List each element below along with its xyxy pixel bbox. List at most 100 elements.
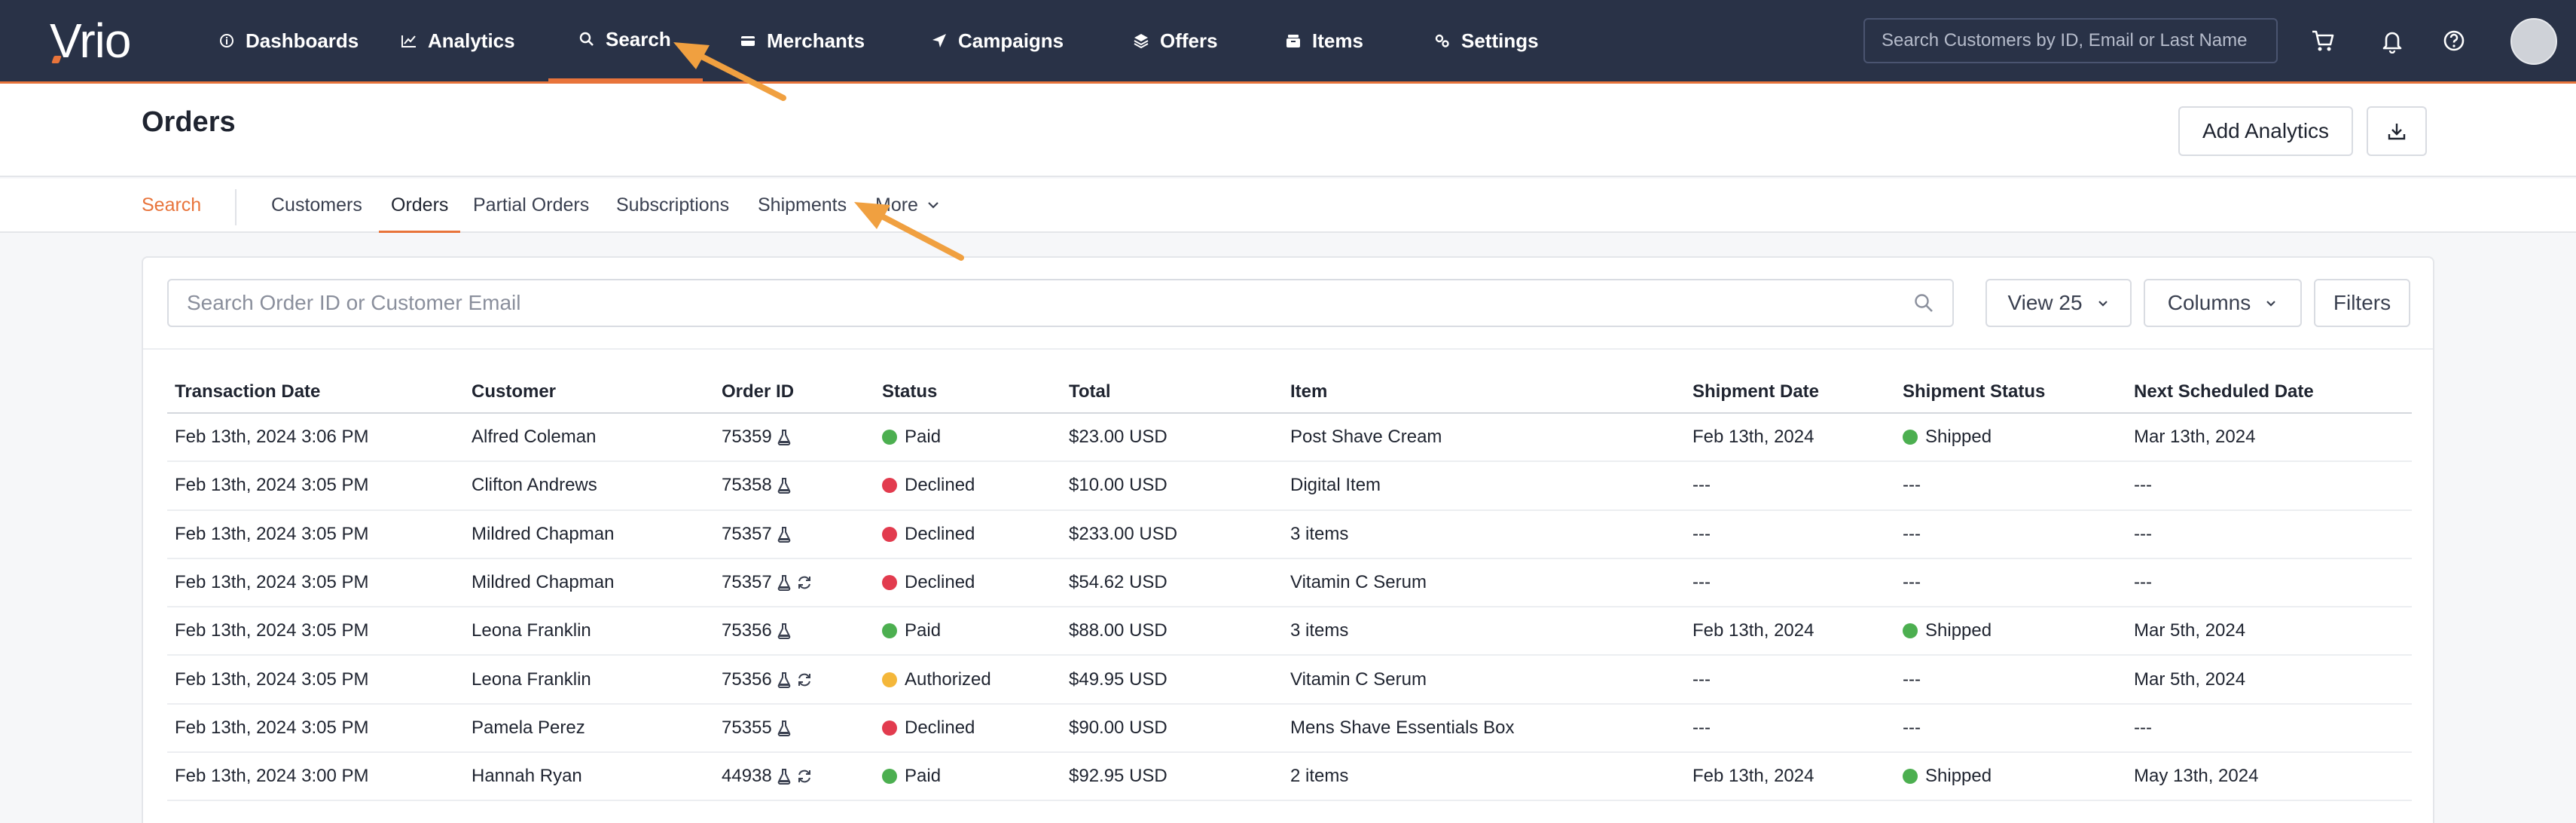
orders-table: Transaction Date Customer Order ID Statu… [167, 371, 2412, 802]
table-row[interactable]: Feb 13th, 2024 3:00 PM Hannah Ryan 44938 Pa… [167, 752, 2412, 802]
table-row[interactable]: Feb 13th, 2024 3:05 PM Pamela Perez 75355 D… [167, 703, 2412, 754]
order-search-input[interactable] [167, 279, 1897, 327]
nav-item-analytics[interactable]: Analytics [401, 0, 515, 81]
table-row[interactable]: Feb 13th, 2024 3:06 PM Alfred Coleman 7535… [167, 413, 2412, 463]
help-icon [2443, 30, 2465, 51]
user-avatar[interactable] [2510, 18, 2557, 65]
shipment-status-dot [1903, 623, 1918, 639]
order-id-cell[interactable]: 75356 [714, 655, 874, 705]
shipment-status-label: --- [1903, 523, 1921, 544]
order-id-cell[interactable]: 75358 [714, 461, 874, 511]
order-id-cell[interactable]: 75357 [714, 509, 874, 559]
table-header-row: Transaction Date Customer Order ID Statu… [167, 371, 2412, 414]
transaction-date-cell: Feb 13th, 2024 3:05 PM [167, 461, 464, 511]
table-row[interactable]: Feb 13th, 2024 3:05 PM Leona Franklin 7535… [167, 655, 2412, 705]
page-header: Orders Add Analytics [0, 84, 2576, 177]
column-header[interactable]: Item [1283, 371, 1685, 414]
nav-item-label: Analytics [428, 29, 515, 52]
order-id[interactable]: 75357 [722, 572, 772, 593]
subtab-customers[interactable]: Customers [271, 194, 362, 216]
nav-item-merchants[interactable]: Merchants [740, 0, 865, 81]
order-id[interactable]: 75356 [722, 668, 772, 690]
nav-item-search[interactable]: Search [548, 0, 703, 81]
column-header[interactable]: Transaction Date [167, 371, 464, 414]
order-search-button[interactable] [1895, 279, 1954, 327]
next-scheduled-date-cell: --- [2126, 558, 2412, 608]
table-row[interactable]: Feb 13th, 2024 3:05 PM Mildred Chapman 753… [167, 509, 2412, 559]
customer-cell[interactable]: Hannah Ryan [464, 752, 714, 802]
subtab-search[interactable]: Search [142, 194, 202, 216]
order-id[interactable]: 75358 [722, 475, 772, 496]
total-cell: $88.00 USD [1061, 607, 1283, 656]
customer-cell[interactable]: Mildred Chapman [464, 509, 714, 559]
status-cell: Paid [874, 413, 1061, 463]
order-id-cell[interactable]: 75357 [714, 558, 874, 608]
customer-search-input[interactable] [1863, 18, 2278, 63]
notifications-button[interactable] [2374, 23, 2410, 59]
subtab-more[interactable]: More [875, 179, 941, 231]
column-header[interactable]: Shipment Date [1685, 371, 1895, 414]
nav-item-items[interactable]: Items [1285, 0, 1363, 81]
order-id-cell[interactable]: 75356 [714, 607, 874, 656]
filters-button[interactable]: Filters [2314, 279, 2410, 327]
order-id[interactable]: 75357 [722, 523, 772, 544]
column-header[interactable]: Shipment Status [1895, 371, 2126, 414]
shipment-status-dot [1903, 769, 1918, 785]
customer-cell[interactable]: Mildred Chapman [464, 558, 714, 608]
flask-icon [777, 430, 790, 446]
filters-label: Filters [2333, 291, 2391, 314]
nav-item-settings[interactable]: Settings [1434, 0, 1539, 81]
order-id[interactable]: 75356 [722, 620, 772, 641]
subtab-shipments[interactable]: Shipments [758, 194, 847, 216]
customer-cell[interactable]: Clifton Andrews [464, 461, 714, 511]
order-id[interactable]: 44938 [722, 766, 772, 787]
view-count-label: View 25 [2007, 291, 2083, 314]
shipment-status-label: Shipped [1925, 620, 1992, 641]
column-header[interactable]: Status [874, 371, 1061, 414]
subtab-subscriptions[interactable]: Subscriptions [616, 194, 730, 216]
customer-cell[interactable]: Leona Franklin [464, 655, 714, 705]
add-analytics-button[interactable]: Add Analytics [2178, 106, 2353, 156]
subtab-partial-orders[interactable]: Partial Orders [473, 194, 590, 216]
status-cell: Declined [874, 461, 1061, 511]
help-button[interactable] [2436, 23, 2472, 59]
order-id-cell[interactable]: 75359 [714, 413, 874, 463]
status-label: Paid [905, 766, 942, 787]
next-scheduled-date-cell: --- [2126, 703, 2412, 754]
columns-dropdown[interactable]: Columns [2144, 279, 2302, 327]
table-row[interactable]: Feb 13th, 2024 3:05 PM Clifton Andrews 753… [167, 461, 2412, 511]
customer-cell[interactable]: Leona Franklin [464, 607, 714, 656]
gears-icon [1435, 34, 1449, 47]
shipment-status-cell: Shipped [1895, 752, 2126, 802]
nav-item-campaigns[interactable]: Campaigns [931, 0, 1064, 81]
download-button[interactable] [2367, 106, 2427, 156]
shipment-date-cell: Feb 13th, 2024 [1685, 607, 1895, 656]
nav-item-dashboards[interactable]: Dashboards [218, 0, 359, 81]
customer-cell[interactable]: Alfred Coleman [464, 413, 714, 463]
order-id-cell[interactable]: 44938 [714, 752, 874, 802]
order-id-cell[interactable]: 75355 [714, 703, 874, 754]
nav-item-offers[interactable]: Offers [1133, 0, 1218, 81]
transaction-date-cell: Feb 13th, 2024 3:00 PM [167, 752, 464, 802]
card-divider [143, 348, 2433, 350]
box-icon [1286, 35, 1300, 47]
table-row[interactable]: Feb 13th, 2024 3:05 PM Leona Franklin 7535… [167, 607, 2412, 656]
column-header[interactable]: Next Scheduled Date [2126, 371, 2412, 414]
subtab-orders[interactable]: Orders [378, 179, 461, 233]
order-id[interactable]: 75359 [722, 427, 772, 448]
cart-button[interactable] [2305, 23, 2341, 59]
table-row[interactable]: Feb 13th, 2024 3:05 PM Mildred Chapman 753… [167, 558, 2412, 608]
total-cell: $90.00 USD [1061, 703, 1283, 754]
column-header[interactable]: Order ID [714, 371, 874, 414]
sub-tabs: Search Customers Orders Partial Orders S… [0, 179, 2576, 233]
columns-label: Columns [2167, 291, 2251, 314]
view-count-dropdown[interactable]: View 25 [1985, 279, 2132, 327]
customer-cell[interactable]: Pamela Perez [464, 703, 714, 754]
order-id[interactable]: 75355 [722, 717, 772, 738]
shipment-status-cell: --- [1895, 558, 2126, 608]
layers-icon [1134, 34, 1149, 49]
vrio-logo[interactable]: Vrio [50, 14, 131, 68]
shipment-status-cell: Shipped [1895, 607, 2126, 656]
column-header[interactable]: Customer [464, 371, 714, 414]
column-header[interactable]: Total [1061, 371, 1283, 414]
